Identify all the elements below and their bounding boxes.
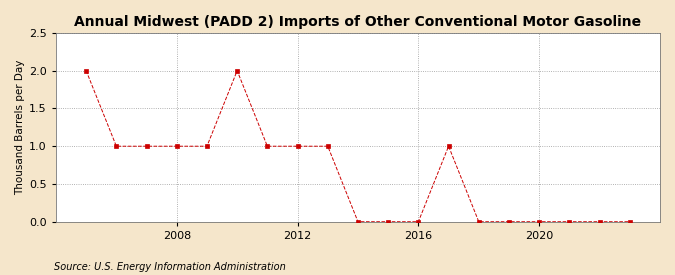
Title: Annual Midwest (PADD 2) Imports of Other Conventional Motor Gasoline: Annual Midwest (PADD 2) Imports of Other…: [74, 15, 641, 29]
Text: Source: U.S. Energy Information Administration: Source: U.S. Energy Information Administ…: [54, 262, 286, 272]
Y-axis label: Thousand Barrels per Day: Thousand Barrels per Day: [15, 60, 25, 195]
